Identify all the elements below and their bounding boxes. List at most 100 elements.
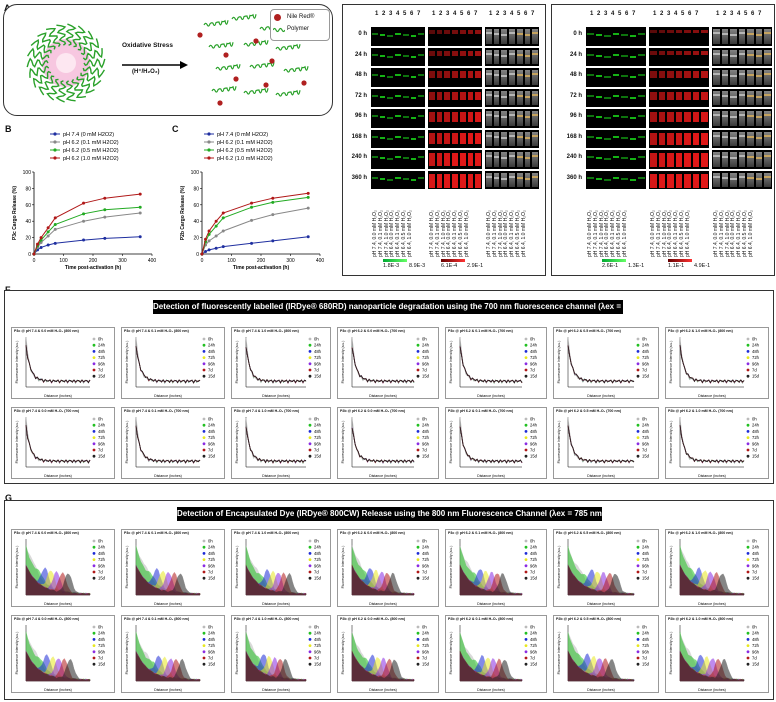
profile-plot-title: P2b @ pH 6.2 & 0.5 mM H₂O₂ (700 nm)	[556, 409, 622, 413]
profile-x-label: Distance (inches)	[44, 474, 72, 478]
gel-strip	[712, 88, 772, 107]
gel-lane-band	[493, 29, 500, 44]
gel-lane-band	[486, 111, 492, 126]
profile-trace	[135, 337, 201, 384]
data-point	[138, 235, 142, 239]
legend-label: 0h	[642, 625, 647, 630]
legend-label: 72h	[314, 643, 322, 648]
data-point	[214, 246, 218, 250]
gel-strip	[649, 47, 709, 66]
legend-marker	[92, 625, 96, 629]
gel-lane-band	[730, 172, 737, 187]
panel-f: Detection of fluorescently labelled (IRD…	[4, 290, 774, 484]
gel-lane-band	[595, 75, 603, 77]
gel-lane-band	[486, 70, 492, 85]
legend-marker	[524, 417, 528, 421]
legend-marker	[207, 140, 211, 144]
legend-marker	[92, 545, 96, 549]
gel-lane-band	[429, 30, 435, 34]
legend-marker	[416, 650, 420, 654]
legend-label: 48h	[642, 429, 650, 434]
polymer-arm	[65, 23, 77, 46]
legend-marker	[636, 337, 640, 341]
profile-y-label: Fluorescence Intensity (a.u.)	[15, 632, 19, 675]
legend-label: 72h	[642, 557, 650, 562]
gel-lane-band	[372, 33, 378, 35]
legend-label: 0h	[314, 337, 319, 342]
legend-marker	[308, 564, 312, 568]
gel-lane-band	[701, 50, 708, 56]
gel-lane-band	[475, 91, 481, 100]
legend-marker	[202, 362, 206, 366]
legend-marker	[746, 552, 750, 555]
gel-lane-band	[629, 96, 637, 99]
profile-x-label: Distance (inches)	[369, 602, 397, 606]
gel-lane-band	[509, 131, 515, 146]
profile-y-label: Fluorescence Intensity (a.u.)	[125, 546, 129, 589]
gel-lane-band	[429, 50, 435, 56]
gel-lane-band	[459, 112, 466, 122]
gel-lane-band	[667, 71, 674, 78]
gel-lane-band	[638, 176, 645, 179]
gel-strip	[586, 88, 646, 107]
legend-label: 7d	[530, 448, 535, 453]
polymer-arm	[77, 30, 94, 51]
polymer-arm	[30, 39, 52, 54]
legend-label: 24h	[642, 545, 650, 550]
profile-x-label: Distance (inches)	[587, 602, 615, 606]
profile-y-label: Fluorescence Intensity (a.u.)	[235, 546, 239, 589]
profile-trace	[567, 425, 635, 464]
legend-label: 48h	[314, 429, 322, 434]
legend-label: pH 6.2 (0.1 mM H2O2)	[217, 140, 273, 146]
profile-trace	[679, 425, 745, 464]
legend-marker	[746, 631, 750, 635]
gel-strip	[428, 88, 482, 107]
data-point	[39, 236, 43, 240]
gel-lane-band	[387, 137, 394, 140]
profile-y-label: Fluorescence Intensity (a.u.)	[235, 632, 239, 675]
gel-lane-band	[684, 112, 691, 123]
gel-lane-band	[429, 91, 435, 100]
gel-lane-band	[467, 30, 474, 34]
profile-plot: P3c @ pH 7.4 & 1.0 mM H₂O₂ (800 nm) Fluor…	[231, 529, 331, 607]
gel-lane-band	[721, 49, 729, 64]
gel-lane-band	[629, 35, 637, 37]
legend-label: 15d	[642, 576, 650, 581]
profile-plot-title: P3c @ pH 7.4 & 0.0 mM H₂O₂ (800 nm)	[14, 329, 79, 333]
legend-label: 48h	[98, 637, 106, 642]
legend-label: 15d	[98, 454, 106, 459]
gel-strip	[712, 129, 772, 148]
scale-bar-green	[383, 259, 407, 262]
legend-marker	[416, 539, 420, 543]
profile-plot: P2b @ pH 7.4 & 0.1 mM H₂O₂ (700 nm) Fluor…	[121, 407, 225, 479]
legend-label: 7d	[208, 656, 213, 661]
gel-lane-band	[532, 152, 538, 167]
legend-label: 0h	[208, 337, 213, 342]
profile-trace	[135, 416, 201, 464]
legend-label: 72h	[752, 355, 760, 360]
gel-strip	[649, 88, 709, 107]
profile-plot: P3c @ pH 7.4 & 0.0 mM H₂O₂ (800 nm) Fluor…	[11, 327, 115, 399]
lane-numbers: 1 2 3 4 5 6 7	[489, 11, 536, 17]
gel-lane-band	[410, 76, 417, 78]
legend-label: 15d	[642, 454, 650, 459]
gel-lane-band	[713, 49, 720, 64]
legend-label: 48h	[642, 349, 650, 354]
profile-trace	[135, 425, 201, 464]
legend-label: 24h	[752, 545, 760, 550]
nile-red-dot	[263, 82, 269, 88]
arrow-bottom-label: (H⁺/H₂O₂)	[132, 69, 160, 75]
profile-y-label: Fluorescence Intensity (a.u.)	[15, 341, 19, 384]
legend-label: 15d	[422, 662, 430, 667]
gel-lane-band	[730, 70, 737, 85]
released-polymer-chain	[215, 63, 241, 71]
gel-lane-band	[410, 55, 417, 58]
legend-label: 0h	[208, 417, 213, 422]
profile-trace	[135, 651, 201, 682]
gel-strip	[586, 129, 646, 148]
gel-lane-band	[532, 49, 538, 64]
legend-label: 48h	[314, 637, 322, 642]
gel-lane-band	[587, 74, 594, 76]
profile-trace	[25, 565, 91, 596]
legend-label: 0h	[314, 539, 319, 544]
